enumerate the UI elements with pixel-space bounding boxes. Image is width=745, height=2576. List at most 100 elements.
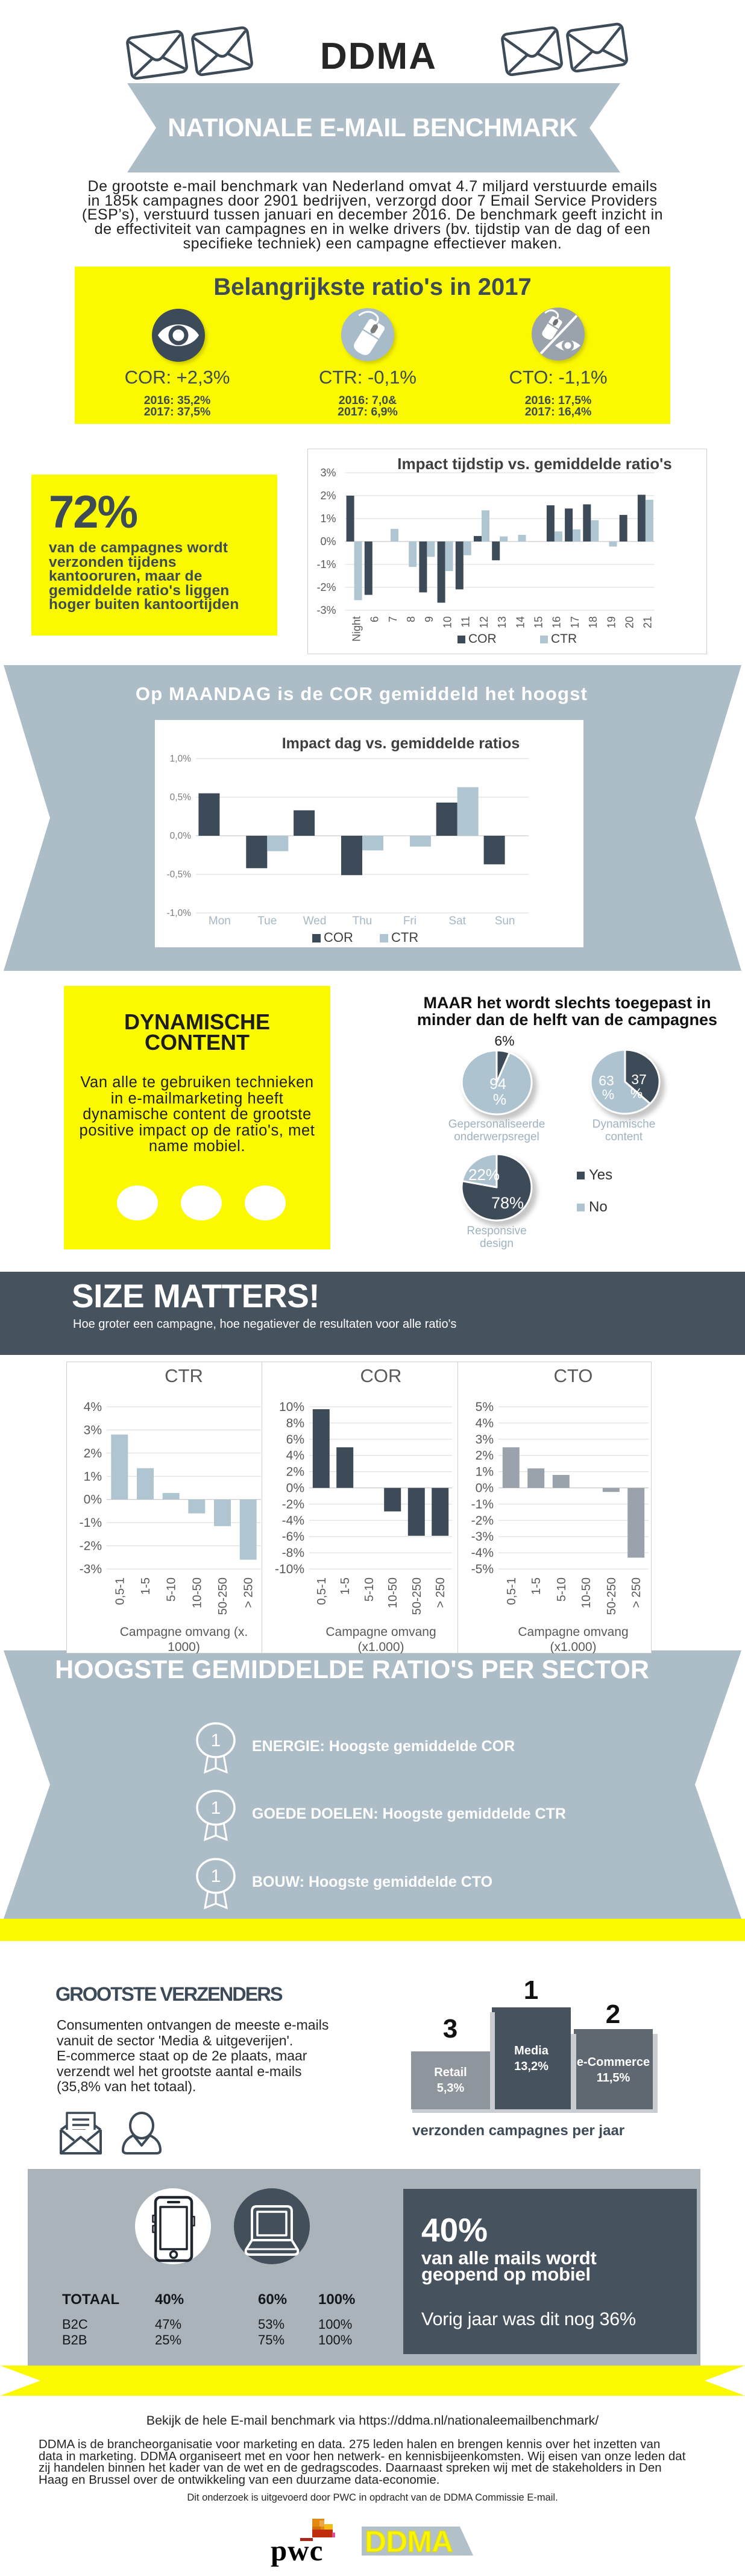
svg-text:18: 18 [587, 616, 599, 628]
svg-text:Sat: Sat [448, 915, 466, 927]
svg-text:> 250: > 250 [434, 1577, 447, 1608]
svg-text:1-5: 1-5 [139, 1577, 152, 1595]
svg-text:No: No [589, 1199, 608, 1215]
svg-text:4%: 4% [286, 1449, 304, 1463]
svg-text:3%: 3% [320, 467, 336, 479]
svg-text:10: 10 [441, 616, 453, 628]
svg-text:63: 63 [599, 1073, 614, 1088]
svg-text:1-5: 1-5 [339, 1577, 352, 1595]
svg-text:10-50: 10-50 [190, 1577, 204, 1608]
svg-text:0,5-1: 0,5-1 [113, 1577, 127, 1605]
svg-text:1,0%: 1,0% [170, 754, 192, 764]
svg-text:1%: 1% [320, 513, 336, 525]
svg-text:5%: 5% [476, 1400, 494, 1414]
svg-text:Sun: Sun [495, 915, 515, 927]
svg-text:4%: 4% [84, 1400, 102, 1414]
svg-text:78%: 78% [491, 1194, 524, 1212]
svg-text:10-50: 10-50 [386, 1577, 400, 1608]
svg-text:ENERGIE: Hoogste gemiddelde CO: ENERGIE: Hoogste gemiddelde COR [252, 1738, 515, 1755]
svg-text:2%: 2% [286, 1465, 304, 1479]
svg-text:-2%: -2% [316, 581, 336, 593]
svg-text:COR: COR [360, 1365, 402, 1386]
svg-text:design: design [480, 1237, 514, 1250]
svg-text:-4%: -4% [282, 1514, 304, 1527]
svg-text:4%: 4% [476, 1416, 494, 1430]
svg-text:16: 16 [551, 616, 563, 628]
svg-text:5-10: 5-10 [165, 1577, 178, 1602]
svg-text:3%: 3% [84, 1423, 102, 1437]
svg-text:content: content [605, 1131, 643, 1143]
svg-text:-3%: -3% [80, 1562, 102, 1576]
svg-text:Mon: Mon [209, 915, 231, 927]
svg-text:-3%: -3% [316, 604, 336, 616]
svg-text:Wed: Wed [303, 915, 327, 927]
svg-text:37: 37 [631, 1072, 647, 1087]
svg-text:-10%: -10% [275, 1562, 304, 1576]
svg-text:Fri: Fri [403, 915, 417, 927]
svg-text:GOEDE DOELEN: Hoogste gemiddel: GOEDE DOELEN: Hoogste gemiddelde CTR [252, 1805, 566, 1822]
svg-text:15: 15 [532, 616, 544, 628]
svg-text:11: 11 [460, 616, 472, 628]
svg-text:Campagne omvang (x.: Campagne omvang (x. [120, 1625, 248, 1639]
svg-text:CTO: CTO [554, 1365, 593, 1386]
svg-text:20: 20 [623, 616, 635, 628]
svg-text:10%: 10% [279, 1400, 304, 1414]
svg-text:0%: 0% [84, 1493, 102, 1507]
svg-text:-6%: -6% [282, 1530, 304, 1544]
svg-text:(x1.000): (x1.000) [550, 1640, 596, 1653]
svg-text:2%: 2% [320, 490, 336, 502]
svg-text:Night: Night [350, 616, 362, 642]
svg-text:50-250: 50-250 [410, 1577, 424, 1615]
svg-text:Impact dag vs. gemiddelde rati: Impact dag vs. gemiddelde ratios [282, 735, 520, 752]
svg-text:0,5%: 0,5% [170, 792, 192, 803]
svg-text:8%: 8% [286, 1416, 304, 1430]
svg-text:-1,0%: -1,0% [167, 908, 192, 918]
svg-text:Gepersonaliseerde: Gepersonaliseerde [448, 1118, 545, 1131]
svg-text:0,5-1: 0,5-1 [315, 1577, 328, 1605]
svg-text:%: % [493, 1091, 506, 1108]
svg-text:> 250: > 250 [242, 1577, 256, 1608]
svg-text:CTR: CTR [391, 930, 418, 945]
svg-text:1: 1 [211, 1731, 221, 1750]
svg-text:-4%: -4% [471, 1546, 494, 1560]
svg-text:2%: 2% [476, 1449, 494, 1463]
svg-text:-1%: -1% [80, 1516, 102, 1530]
svg-text:Yes: Yes [589, 1167, 612, 1183]
svg-text:-5%: -5% [471, 1562, 494, 1576]
svg-text:22%: 22% [468, 1166, 500, 1184]
svg-text:19: 19 [605, 616, 617, 628]
svg-text:Tue: Tue [257, 915, 277, 927]
svg-text:0%: 0% [286, 1482, 304, 1495]
svg-text:17: 17 [569, 616, 581, 628]
svg-text:-2%: -2% [80, 1539, 102, 1553]
svg-text:14: 14 [514, 616, 526, 628]
svg-text:1000): 1000) [168, 1640, 200, 1653]
svg-text:-1%: -1% [471, 1497, 494, 1511]
svg-text:BOUW: Hoogste gemiddelde CTO: BOUW: Hoogste gemiddelde CTO [252, 1874, 492, 1890]
svg-text:COR: COR [324, 930, 353, 945]
svg-text:%: % [602, 1087, 614, 1102]
svg-text:6%: 6% [286, 1433, 304, 1447]
svg-text:0,0%: 0,0% [170, 831, 192, 841]
svg-text:1: 1 [211, 1866, 221, 1886]
svg-text:onderwerpsregel: onderwerpsregel [454, 1131, 539, 1143]
svg-text:6: 6 [369, 616, 381, 622]
svg-text:-0,5%: -0,5% [167, 870, 192, 880]
svg-text:0,5-1: 0,5-1 [505, 1577, 518, 1605]
svg-text:3%: 3% [476, 1433, 494, 1447]
svg-text:Impact tijdstip vs. gemiddelde: Impact tijdstip vs. gemiddelde ratio's [397, 455, 672, 473]
svg-text:COR: COR [468, 632, 497, 646]
svg-text:1%: 1% [84, 1470, 102, 1483]
svg-text:Campagne omvang: Campagne omvang [518, 1625, 628, 1639]
svg-text:0%: 0% [476, 1482, 494, 1495]
svg-text:6%: 6% [494, 1033, 514, 1049]
svg-text:50-250: 50-250 [216, 1577, 230, 1615]
svg-text:-8%: -8% [282, 1546, 304, 1560]
svg-text:%: % [630, 1085, 643, 1101]
svg-text:Dynamische: Dynamische [593, 1118, 656, 1131]
svg-text:13: 13 [496, 616, 508, 628]
svg-text:21: 21 [642, 616, 654, 628]
svg-text:9: 9 [423, 616, 435, 622]
svg-text:1: 1 [211, 1798, 221, 1818]
svg-text:10-50: 10-50 [580, 1577, 593, 1608]
